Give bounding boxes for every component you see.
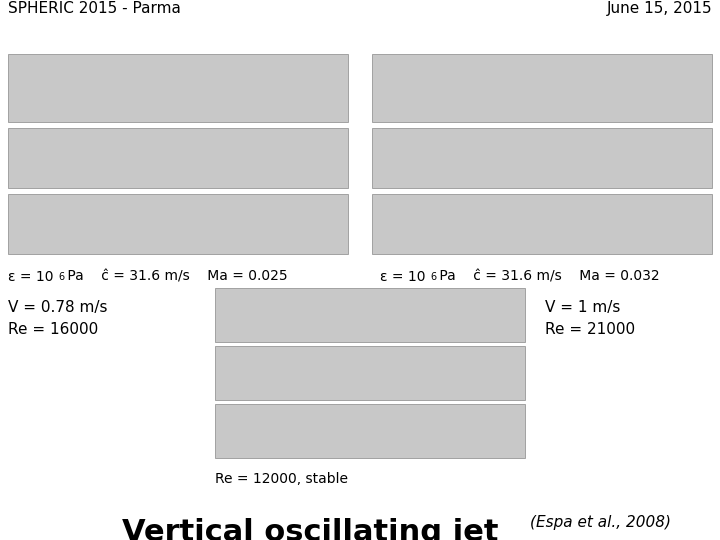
Text: 6: 6 (430, 272, 436, 282)
Text: June 15, 2015: June 15, 2015 (606, 1, 712, 16)
Bar (215, 288, 525, 342)
Bar (8, 54, 348, 122)
Text: V = 0.78 m/s: V = 0.78 m/s (8, 300, 107, 315)
Text: ε = 10: ε = 10 (8, 270, 53, 284)
Bar (372, 194, 712, 254)
Bar (8, 194, 348, 254)
Text: SPHERIC 2015 - Parma: SPHERIC 2015 - Parma (8, 1, 181, 16)
Text: Re = 12000, stable: Re = 12000, stable (215, 472, 348, 486)
Bar (372, 128, 712, 188)
Text: V = 1 m/s: V = 1 m/s (545, 300, 621, 315)
Text: Vertical oscillating jet: Vertical oscillating jet (122, 518, 498, 540)
Text: Pa    ĉ = 31.6 m/s    Ma = 0.032: Pa ĉ = 31.6 m/s Ma = 0.032 (435, 270, 660, 284)
Text: Re = 16000: Re = 16000 (8, 322, 98, 337)
Text: Pa    ĉ = 31.6 m/s    Ma = 0.025: Pa ĉ = 31.6 m/s Ma = 0.025 (63, 270, 287, 284)
Text: (Espa et al., 2008): (Espa et al., 2008) (530, 515, 671, 530)
Bar (372, 54, 712, 122)
Text: 6: 6 (58, 272, 64, 282)
Text: Re = 21000: Re = 21000 (545, 322, 635, 337)
Bar (8, 128, 348, 188)
Bar (215, 346, 525, 400)
Text: ε = 10: ε = 10 (380, 270, 426, 284)
Bar (215, 404, 525, 458)
